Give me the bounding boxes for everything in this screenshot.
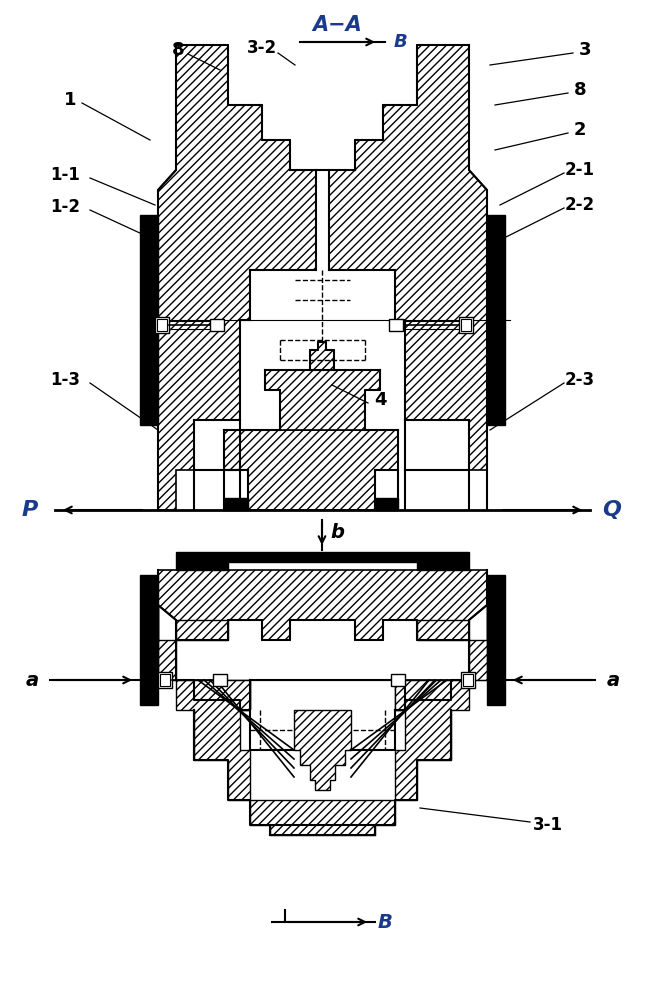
Text: 4: 4 xyxy=(373,391,386,409)
Polygon shape xyxy=(250,710,395,750)
Bar xyxy=(391,674,405,686)
Bar xyxy=(176,552,228,570)
Text: A−A: A−A xyxy=(312,15,362,35)
Bar xyxy=(459,317,473,333)
Polygon shape xyxy=(158,605,250,710)
Text: 1-2: 1-2 xyxy=(50,198,80,216)
Bar xyxy=(389,319,403,331)
Bar xyxy=(210,319,224,331)
Polygon shape xyxy=(395,605,487,710)
Text: 1: 1 xyxy=(64,91,76,109)
Polygon shape xyxy=(158,570,487,640)
Polygon shape xyxy=(395,680,469,800)
Bar xyxy=(461,319,471,331)
Text: 1-3: 1-3 xyxy=(50,371,80,389)
Text: B: B xyxy=(377,912,392,932)
Bar xyxy=(375,498,398,510)
Bar xyxy=(158,672,172,688)
Text: a: a xyxy=(606,670,620,690)
Polygon shape xyxy=(310,342,334,370)
Bar xyxy=(487,215,505,425)
Polygon shape xyxy=(176,680,250,800)
Bar xyxy=(224,498,248,510)
Bar xyxy=(213,674,227,686)
Text: 2: 2 xyxy=(574,121,586,139)
Text: Q: Q xyxy=(602,500,621,520)
Text: 3-1: 3-1 xyxy=(533,816,563,834)
Polygon shape xyxy=(294,710,351,790)
Text: 2-2: 2-2 xyxy=(565,196,595,214)
Bar xyxy=(461,672,475,688)
Text: P: P xyxy=(22,500,38,520)
Text: 2-3: 2-3 xyxy=(565,371,595,389)
Bar xyxy=(140,215,158,425)
Polygon shape xyxy=(224,430,398,510)
Bar xyxy=(417,552,469,570)
Bar xyxy=(155,317,169,333)
Polygon shape xyxy=(329,45,487,510)
Text: 2-1: 2-1 xyxy=(565,161,595,179)
Bar xyxy=(463,674,473,686)
Bar xyxy=(228,552,417,562)
Text: 8: 8 xyxy=(172,41,184,59)
Text: 3-2: 3-2 xyxy=(247,39,277,57)
Bar xyxy=(157,319,167,331)
Text: B: B xyxy=(393,33,407,51)
Polygon shape xyxy=(250,800,395,835)
Polygon shape xyxy=(158,45,316,510)
Text: 1-1: 1-1 xyxy=(50,166,80,184)
Bar xyxy=(140,575,158,705)
Text: 8: 8 xyxy=(573,81,586,99)
Polygon shape xyxy=(265,370,380,430)
Bar xyxy=(160,674,170,686)
Text: a: a xyxy=(25,670,39,690)
Text: 3: 3 xyxy=(579,41,591,59)
Text: b: b xyxy=(330,524,344,542)
Bar xyxy=(487,575,505,705)
